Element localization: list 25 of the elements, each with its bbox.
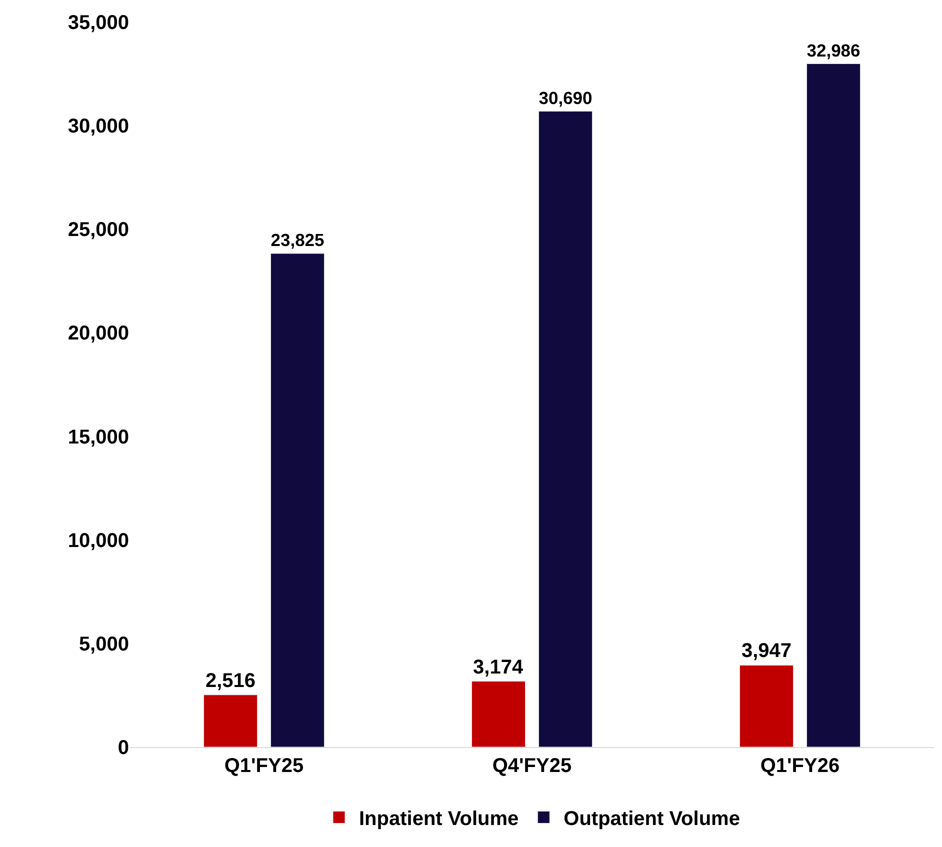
data-label: 3,947 xyxy=(741,640,792,662)
y-tick-label: 10,000 xyxy=(68,530,129,552)
data-label: 23,825 xyxy=(270,230,325,250)
bar xyxy=(739,664,794,747)
y-tick-label: 5,000 xyxy=(78,633,129,656)
bar xyxy=(270,253,325,747)
y-tick-label: 25,000 xyxy=(68,219,129,242)
data-label: 32,986 xyxy=(806,40,861,60)
x-tick-label: Q1'FY26 xyxy=(760,755,840,777)
x-tick-label: Q1'FY25 xyxy=(224,755,304,777)
legend-label: Inpatient Volume xyxy=(359,808,519,830)
legend-label: Outpatient Volume xyxy=(564,808,740,830)
data-label: 3,174 xyxy=(473,656,524,678)
data-label: 2,516 xyxy=(205,670,256,692)
x-tick-label: Q4'FY25 xyxy=(492,755,572,777)
bar xyxy=(806,63,861,747)
y-tick-label: 15,000 xyxy=(68,426,129,448)
y-tick-label: 20,000 xyxy=(68,322,129,345)
y-tick-label: 30,000 xyxy=(68,116,129,138)
bar xyxy=(203,694,258,747)
bar xyxy=(471,681,526,747)
y-tick-label: 0 xyxy=(118,737,129,759)
y-tick-label: 35,000 xyxy=(68,12,129,34)
bar xyxy=(538,111,593,747)
data-label: 30,690 xyxy=(538,88,593,108)
